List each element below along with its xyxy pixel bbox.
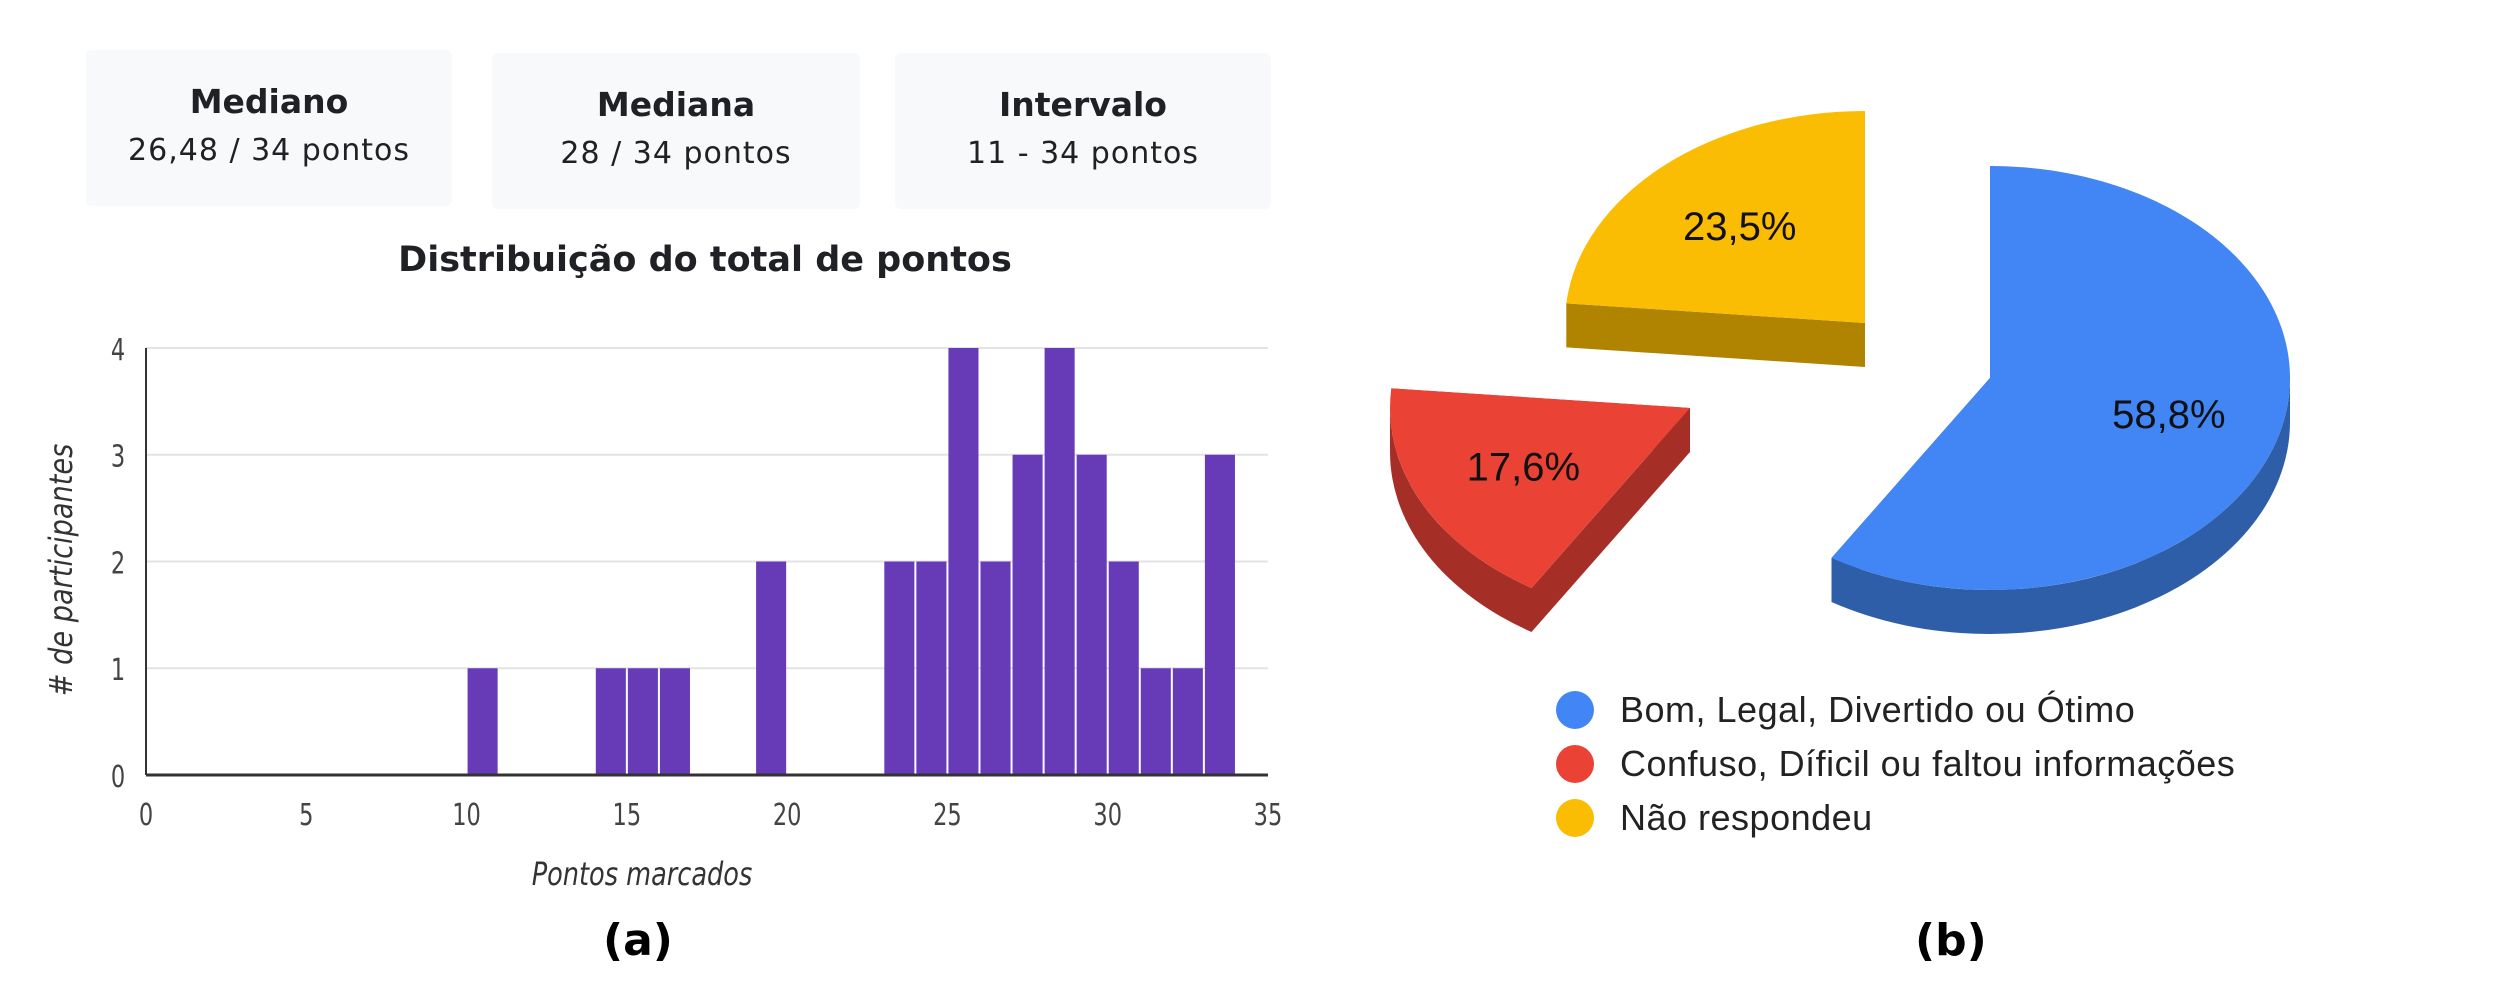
histogram-bar — [1140, 668, 1171, 775]
histogram-bar — [627, 668, 658, 775]
stat-title: Mediano — [189, 82, 349, 121]
pie-slice — [1390, 388, 1690, 588]
pie-slice — [1566, 111, 1865, 323]
pie-slice-wall — [1531, 408, 1690, 632]
histogram-bar — [916, 561, 947, 775]
stat-card-median: Mediana 28 / 34 pontos — [492, 53, 860, 209]
stat-card-range: Intervalo 11 - 34 pontos — [895, 53, 1271, 209]
legend-swatch — [1556, 799, 1594, 837]
histogram-bar — [980, 561, 1011, 775]
histogram-bar — [595, 668, 626, 775]
stat-value: 11 - 34 pontos — [967, 136, 1199, 171]
legend-label: Bom, Legal, Divertido ou Ótimo — [1620, 689, 2136, 730]
x-tick-label: 30 — [1093, 798, 1122, 833]
legend-swatch — [1556, 745, 1594, 783]
histogram-bar — [756, 561, 787, 775]
stat-title: Intervalo — [999, 85, 1167, 124]
histogram-bar — [659, 668, 690, 775]
y-tick-label: 4 — [111, 333, 125, 368]
y-tick-label: 2 — [111, 546, 125, 581]
x-tick-label: 0 — [139, 798, 153, 833]
histogram-bar — [1108, 561, 1139, 775]
histogram-bar — [467, 668, 498, 775]
histogram-chart: 0 1 2 3 4 0 5 10 15 20 25 30 35 Pontos marcados # de p… — [43, 333, 1283, 893]
legend-swatch — [1556, 691, 1594, 729]
pie-slice-side — [1831, 378, 2290, 635]
y-tick-label: 3 — [111, 440, 125, 475]
pie-slice — [1831, 166, 2290, 590]
panel-label-b: (b) — [1915, 915, 1987, 966]
panel-label-a: (a) — [603, 915, 673, 966]
histogram-bar — [1012, 454, 1043, 775]
legend-item: Bom, Legal, Divertido ou Ótimo — [1556, 683, 2235, 737]
histogram-bar — [948, 348, 979, 775]
pie-slice-wall — [1566, 303, 1865, 367]
histogram-bar — [884, 561, 915, 775]
pie-value-label: 58,8% — [2112, 393, 2225, 437]
stat-value: 26,48 / 34 pontos — [128, 133, 410, 168]
pie-value-label: 23,5% — [1683, 205, 1796, 249]
x-tick-label: 5 — [299, 798, 313, 833]
x-tick-label: 35 — [1254, 798, 1283, 833]
pie-slice-side — [1390, 408, 1532, 632]
x-axis-label: Pontos marcados — [532, 855, 753, 893]
stat-value: 28 / 34 pontos — [560, 136, 792, 171]
stat-card-mean: Mediano 26,48 / 34 pontos — [86, 50, 452, 206]
legend-label: Não respondeu — [1620, 797, 1873, 838]
legend-item: Não respondeu — [1556, 791, 2235, 845]
pie-slice-wall — [1831, 378, 1990, 602]
pie-legend: Bom, Legal, Divertido ou Ótimo Confuso, … — [1556, 683, 2235, 845]
pie-slice-wall — [1391, 388, 1690, 452]
x-tick-label: 20 — [773, 798, 802, 833]
legend-label: Confuso, Díficil ou faltou informações — [1620, 743, 2236, 784]
y-tick-label: 0 — [111, 760, 125, 795]
x-tick-label: 25 — [933, 798, 962, 833]
histogram-bar — [1172, 668, 1203, 775]
y-tick-label: 1 — [111, 653, 125, 688]
legend-item: Confuso, Díficil ou faltou informações — [1556, 737, 2235, 791]
histogram-bar — [1204, 454, 1235, 775]
histogram-bar — [1044, 348, 1075, 775]
histogram-title: Distribuição do total de pontos — [398, 240, 1012, 280]
histogram-bar — [1076, 454, 1107, 775]
stat-title: Mediana — [596, 85, 756, 124]
pie-value-label: 17,6% — [1467, 445, 1580, 489]
x-tick-label: 15 — [613, 798, 642, 833]
x-tick-label: 10 — [452, 798, 481, 833]
y-axis-label: # de participantes — [43, 444, 81, 697]
